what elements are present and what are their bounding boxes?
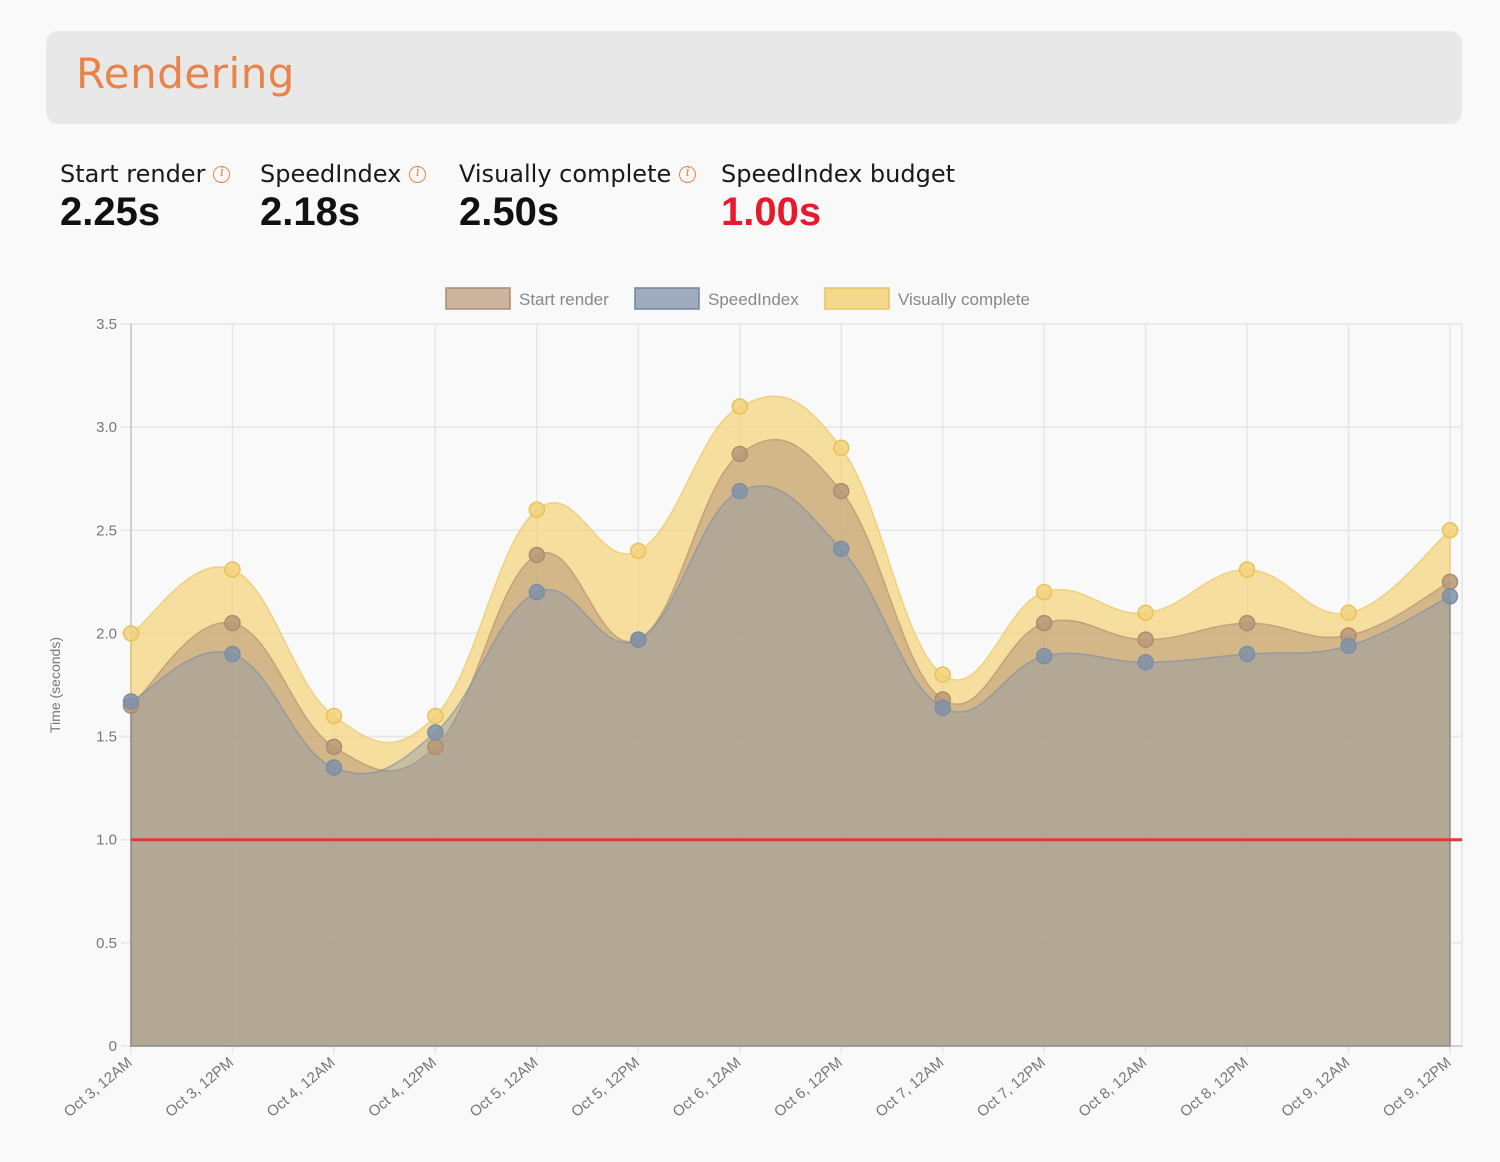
point-visually-complete (731, 398, 749, 415)
legend: Start render SpeedIndex Visually complete (445, 287, 1030, 310)
series-area-start-render (130, 438, 1451, 1047)
metric-value: 2.50s (459, 190, 560, 234)
panel-header: Rendering (46, 31, 1462, 124)
panel-title: Rendering (76, 49, 295, 98)
point-start-render (1238, 614, 1256, 632)
y-tick-label: 1.5 (96, 729, 117, 746)
point-start-render (325, 738, 343, 756)
legend-swatch (634, 287, 700, 310)
point-speedindex (934, 699, 951, 716)
legend-swatch (824, 287, 890, 310)
y-tick-label: 3.5 (96, 316, 117, 333)
x-tick-label: Oct 7, 12AM (872, 1054, 947, 1121)
point-speedindex (731, 482, 749, 500)
point-speedindex (325, 759, 343, 776)
series-points (122, 398, 1459, 776)
y-tick-label: 2.5 (96, 522, 117, 539)
point-start-render (224, 614, 241, 632)
point-speedindex (427, 724, 444, 741)
info-icon[interactable] (213, 165, 231, 183)
point-speedindex (1340, 637, 1357, 655)
point-speedindex (1441, 588, 1459, 605)
point-start-render (427, 738, 444, 756)
y-tick-label: 1.0 (96, 832, 117, 849)
point-speedindex (1238, 645, 1256, 663)
x-tick-label: Oct 8, 12AM (1075, 1054, 1150, 1121)
legend-label: Start render (519, 290, 609, 309)
point-visually-complete (934, 666, 951, 683)
point-start-render (832, 482, 850, 500)
x-tick-label: Oct 9, 12AM (1278, 1054, 1353, 1121)
legend-label: SpeedIndex (708, 290, 799, 309)
point-visually-complete (1238, 561, 1256, 578)
point-start-render (1137, 631, 1154, 648)
x-tick-label: Oct 8, 12PM (1177, 1054, 1252, 1121)
metric-value: 2.25s (60, 190, 161, 234)
x-tick-label: Oct 4, 12PM (365, 1054, 440, 1121)
point-visually-complete (325, 707, 343, 725)
point-start-render (528, 546, 546, 564)
legend-label: Visually complete (898, 290, 1030, 309)
point-start-render (731, 445, 749, 463)
metric-label: SpeedIndex (260, 160, 402, 188)
point-visually-complete (1137, 604, 1154, 622)
point-start-render (1441, 573, 1459, 591)
metric-label: SpeedIndex budget (721, 160, 956, 188)
metric-value: 2.18s (260, 190, 361, 234)
point-visually-complete (1340, 604, 1357, 622)
point-visually-complete (224, 561, 241, 578)
point-visually-complete (630, 542, 647, 560)
point-visually-complete (427, 707, 444, 725)
x-tick-label: Oct 7, 12PM (974, 1054, 1049, 1121)
x-tick-label: Oct 5, 12PM (568, 1054, 643, 1121)
x-tick-label: Oct 4, 12AM (264, 1054, 339, 1121)
metric-start-render: Start render 2.25s (60, 160, 231, 235)
point-speedindex (1035, 647, 1053, 665)
x-tick-label: Oct 3, 12AM (61, 1054, 136, 1121)
point-visually-complete (1035, 583, 1053, 601)
y-tick-label: 2.0 (96, 625, 117, 642)
x-tick-label: Oct 9, 12PM (1380, 1054, 1455, 1121)
point-start-render (1035, 614, 1053, 632)
y-tick-label: 0 (109, 1038, 117, 1055)
point-visually-complete (122, 625, 140, 642)
metric-value-budget: 1.00s (721, 190, 822, 234)
point-speedindex (122, 693, 140, 710)
metric-visually-complete: Visually complete 2.50s (459, 160, 697, 235)
x-tick-label: Oct 3, 12PM (162, 1054, 237, 1121)
metric-speedindex-budget: SpeedIndex budget 1.00s (721, 160, 955, 235)
y-tick-label: 3.0 (96, 419, 117, 436)
point-visually-complete (528, 501, 546, 518)
info-icon[interactable] (409, 165, 427, 183)
point-visually-complete (1441, 522, 1459, 539)
point-speedindex (528, 583, 546, 601)
info-icon[interactable] (679, 165, 697, 183)
series-areas (130, 395, 1451, 1047)
metric-label: Start render (60, 160, 206, 188)
y-axis-label: Time (seconds) (47, 637, 63, 733)
x-tick-label: Oct 6, 12PM (771, 1054, 846, 1121)
legend-swatch (445, 287, 511, 310)
series-area-speedindex (130, 485, 1451, 1047)
x-tick-label: Oct 5, 12AM (467, 1054, 542, 1121)
point-visually-complete (832, 439, 850, 457)
metric-speedindex: SpeedIndex 2.18s (260, 160, 427, 235)
metric-label: Visually complete (459, 160, 672, 188)
point-speedindex (1137, 654, 1154, 671)
point-speedindex (224, 645, 241, 663)
point-speedindex (630, 631, 647, 648)
x-tick-label: Oct 6, 12AM (670, 1054, 745, 1121)
y-tick-label: 0.5 (96, 935, 117, 952)
point-speedindex (832, 540, 850, 558)
